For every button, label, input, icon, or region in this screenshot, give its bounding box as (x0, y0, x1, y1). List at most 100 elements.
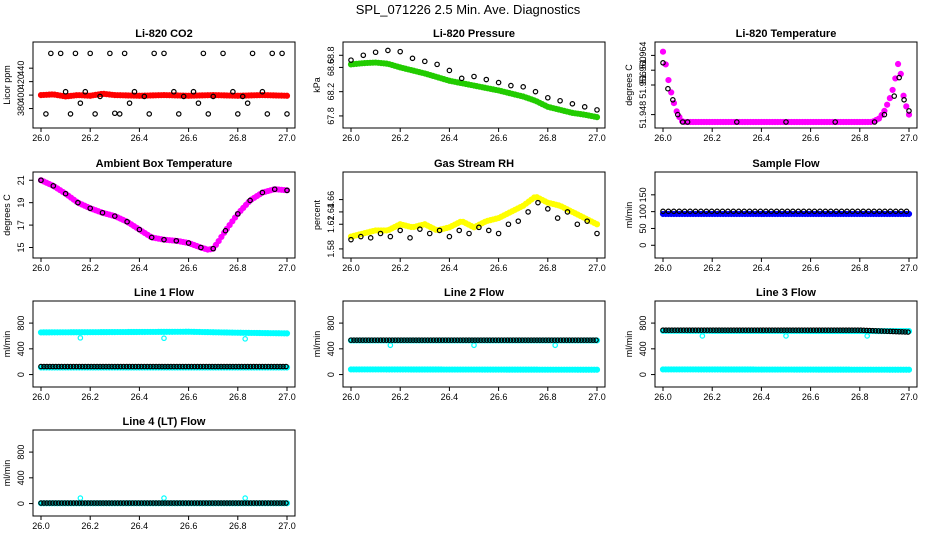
panel-1-ytick-label: 400 (16, 88, 26, 103)
panel-7-series-1-point (283, 330, 291, 337)
panel-9-series-4-point (701, 327, 708, 333)
panel-4-series-2-point (198, 244, 204, 251)
panel-9-series-4-point (713, 327, 719, 333)
panel-1-series-2-point (210, 93, 217, 100)
panel-10-series-3-point (194, 500, 201, 506)
panel-7-series-4-point (100, 363, 106, 370)
panel-8-series-4-point (463, 337, 469, 343)
panel-10-series-3-point (67, 500, 74, 506)
panel-9-series-4-point (846, 327, 852, 333)
panel-9-series-4-point (905, 329, 911, 335)
panel-10-series-3-point (206, 500, 213, 506)
panel-10-series-3-point (274, 500, 280, 506)
panel-6-ytick-label: 0 (638, 243, 648, 248)
panel-6-series-2-point (681, 208, 688, 215)
panel-10-series-3-point (138, 500, 145, 506)
panel-3-series-1-point (884, 101, 891, 108)
panel-9-series-4-point (751, 327, 758, 333)
panel-7-series-4-point (250, 363, 257, 370)
panel-3-xtick-label: 26.6 (802, 133, 820, 143)
panel-4-ytick-label: 19 (16, 198, 26, 208)
panel-9-series-4-point (689, 327, 696, 333)
panel-9-series-4-point (695, 327, 702, 333)
panel-8-series-4-point (557, 337, 564, 343)
panel-9-series-4-point (766, 327, 773, 333)
panel-7-series-4-point (156, 363, 162, 370)
panel-9-series-4-point (793, 327, 799, 333)
panel-7-series-4-point (76, 363, 83, 370)
panel-10-series-3-point (171, 500, 177, 506)
panel-9-xtick-label: 26.4 (753, 392, 771, 402)
panel-8-series-4-point (483, 337, 490, 343)
panel-6-series-2-point (860, 208, 867, 215)
panel-2-series-2-point (532, 88, 539, 95)
panel-2-series-2-point (581, 104, 588, 110)
panel-2-series-2-point (409, 55, 416, 62)
panel-9-series-4-point (837, 327, 843, 333)
panel-7-xtick-label: 26.6 (180, 392, 198, 402)
panel-5-xtick-label: 26.4 (441, 263, 459, 273)
panel-8-series-4-point (424, 337, 431, 343)
panel-6-series-2-point (757, 208, 764, 215)
panel-9-series-4-point (736, 327, 743, 333)
panel-4-frame (32, 171, 296, 259)
panel-7-series-4-point (64, 363, 71, 370)
panel-1-series-2-point (62, 88, 69, 95)
panel-1-series-2-point (269, 50, 276, 57)
panel-9-series-4-point (887, 328, 894, 335)
panel-9-ytick-label: 800 (638, 316, 648, 331)
panel-10-series-2-point (161, 495, 167, 501)
panel-5-series-2-point (594, 230, 600, 237)
panel-7-series-4-point (224, 363, 230, 370)
panel-9-series-2-point (864, 333, 870, 339)
panel-1-ytick-label: 440 (16, 61, 26, 76)
panel-2-series-2-point (471, 73, 477, 80)
panel-5-series-2-point (436, 227, 443, 234)
panel-3-series-2-point (783, 119, 789, 125)
panel-4-ylabel: degrees C (2, 194, 12, 236)
panel-4-series-2-point (38, 177, 44, 184)
panel-8-series-2-point (387, 342, 394, 349)
panel-2-ytick-label: 68.2 (326, 83, 336, 101)
panel-1-series-2-point (87, 50, 94, 57)
panel-6-series-2-point (676, 208, 683, 215)
panel-10-series-3-point (277, 500, 283, 506)
panel-8-series-4-point (531, 337, 537, 343)
panel-4-series-1-point (215, 237, 222, 245)
panel-7-series-4-point (135, 363, 142, 370)
panel-9-series-4-point (669, 327, 675, 333)
panel-10-series-3-point (141, 500, 148, 506)
panel-10-title: Line 4 (LT) Flow (123, 416, 206, 428)
panel-9-series-4-point (754, 327, 761, 333)
panel-6-series-2-point (768, 208, 775, 215)
panel-6-series-2-point (741, 208, 747, 215)
panel-7-series-4-point (197, 363, 204, 370)
panel-9-series-2-point (783, 333, 789, 339)
panel-2-series-2-point (446, 67, 453, 74)
panel-9-series-4-point (902, 329, 908, 335)
panel-7-series-4-point (218, 363, 224, 370)
panel-9-series-4-point (781, 327, 787, 333)
panel-7-series-4-point (55, 363, 62, 370)
panel-1-series-2-point (200, 50, 207, 57)
panel-5-series-2-point (584, 218, 590, 224)
panel-5-series-2-point (377, 230, 384, 237)
panel-7-series-4-point (109, 363, 115, 370)
panel-9-series-4-point (899, 329, 905, 335)
panel-6-series-2-point (827, 208, 834, 215)
panel-2-series-2-point (397, 48, 404, 55)
panel-6-xtick-label: 27.0 (900, 263, 918, 273)
panel-8-xtick-label: 26.8 (539, 392, 557, 402)
panel-7-xtick-label: 26.2 (81, 392, 99, 402)
panel-8-series-4-point (395, 337, 402, 343)
panel-8-series-4-point (554, 337, 561, 343)
panel-10-ytick-label: 800 (16, 445, 26, 460)
panel-6-series-2-point (892, 208, 899, 215)
panel-7-series-4-point (215, 363, 221, 370)
panel-8-ytick-label: 400 (326, 341, 336, 356)
panel-4-series-2-point (259, 189, 266, 196)
panel-5-series-2-point (544, 206, 551, 212)
panel-10-series-3-point (256, 500, 263, 506)
panel-7-series-4-point (114, 363, 121, 370)
panel-7-series-4-point (123, 363, 130, 370)
